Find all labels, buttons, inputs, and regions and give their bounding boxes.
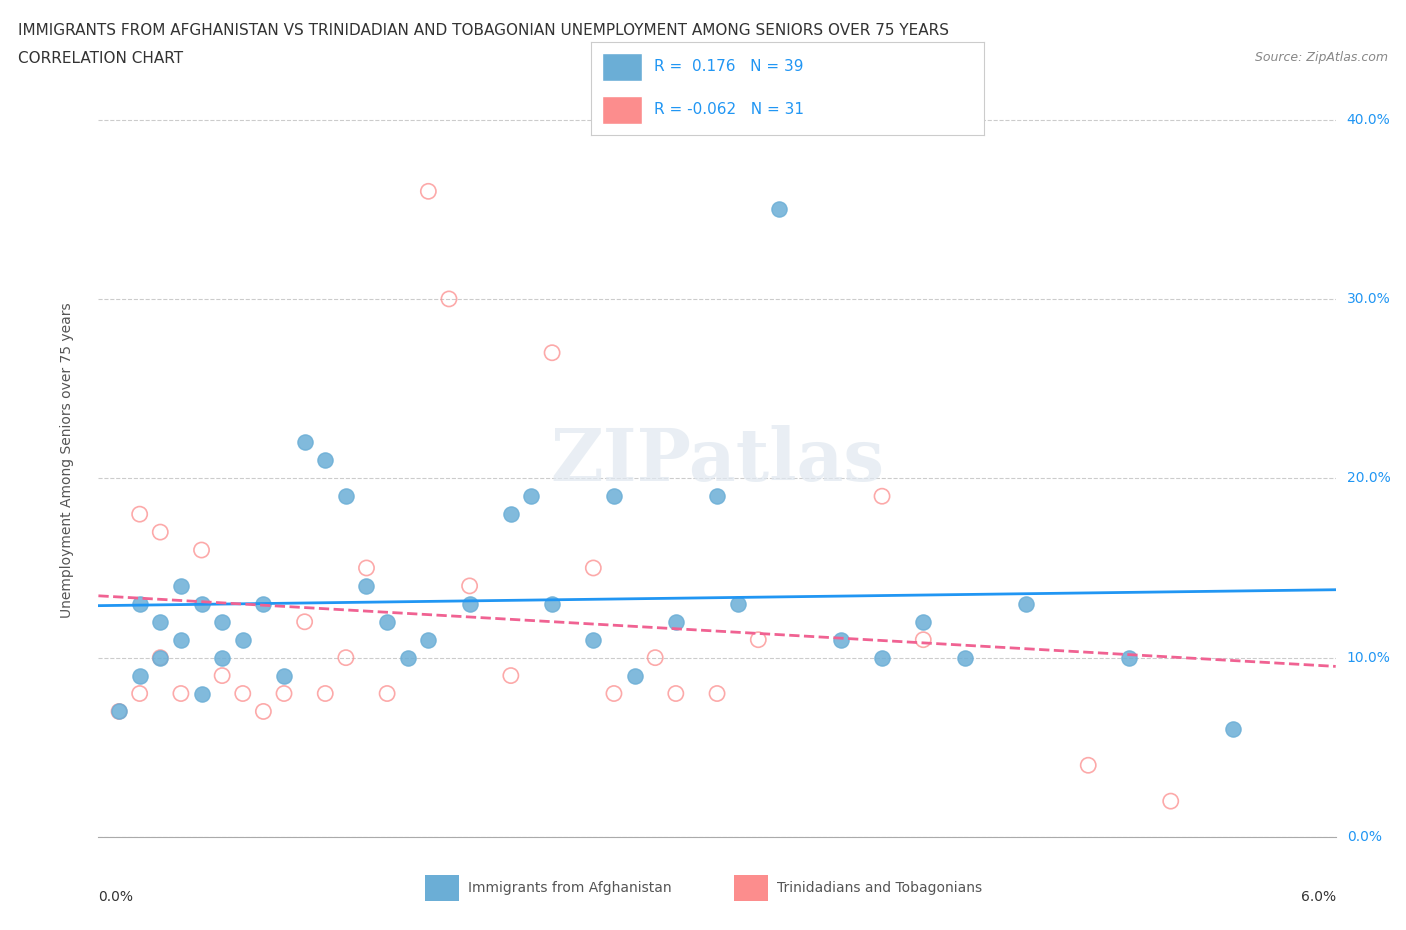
Bar [602,96,641,124]
Point [870,489,893,504]
Text: 40.0%: 40.0% [1347,113,1391,126]
Text: R =  0.176   N = 39: R = 0.176 N = 39 [654,60,803,74]
Point [727,596,749,611]
Text: R = -0.062   N = 31: R = -0.062 N = 31 [654,102,803,117]
Point [437,291,460,306]
Point [252,704,274,719]
Point [953,650,976,665]
Point [912,615,935,630]
Point [706,686,728,701]
Text: 20.0%: 20.0% [1347,472,1391,485]
Point [768,202,790,217]
Point [128,596,150,611]
Point [273,668,295,683]
Text: Source: ZipAtlas.com: Source: ZipAtlas.com [1254,51,1388,64]
Point [582,632,605,647]
Point [190,596,212,611]
Point [520,489,543,504]
Point [644,650,666,665]
Point [232,686,254,701]
Text: 0.0%: 0.0% [1347,830,1382,844]
Text: 6.0%: 6.0% [1301,890,1336,904]
Point [128,507,150,522]
Point [149,525,172,539]
Text: 10.0%: 10.0% [1347,651,1391,665]
Point [396,650,419,665]
Point [108,704,131,719]
Text: 30.0%: 30.0% [1347,292,1391,306]
Text: Trinidadians and Tobagonians: Trinidadians and Tobagonians [778,881,983,896]
Text: CORRELATION CHART: CORRELATION CHART [18,51,183,66]
Point [128,668,150,683]
Point [706,489,728,504]
Bar [734,875,768,901]
Point [190,686,212,701]
Point [541,596,564,611]
Point [356,578,378,593]
Point [170,578,193,593]
Bar [425,875,458,901]
Point [458,596,481,611]
Point [211,650,233,665]
Point [375,686,398,701]
Point [335,489,357,504]
Point [870,650,893,665]
Text: ZIPatlas: ZIPatlas [550,425,884,496]
Point [582,561,605,576]
Point [149,650,172,665]
Y-axis label: Unemployment Among Seniors over 75 years: Unemployment Among Seniors over 75 years [60,302,75,618]
Point [1118,650,1140,665]
Point [1015,596,1038,611]
Point [149,615,172,630]
Point [335,650,357,665]
Point [1160,793,1182,808]
Text: 0.0%: 0.0% [98,890,134,904]
Point [108,704,131,719]
Point [830,632,852,647]
Bar [602,53,641,81]
Text: Immigrants from Afghanistan: Immigrants from Afghanistan [468,881,672,896]
Point [294,435,316,450]
Point [665,686,688,701]
Point [499,668,522,683]
Point [294,615,316,630]
Point [499,507,522,522]
Point [314,453,336,468]
Point [211,615,233,630]
Point [623,668,645,683]
Point [170,632,193,647]
Point [541,345,564,360]
Point [1077,758,1099,773]
Point [665,615,688,630]
Point [356,561,378,576]
Point [170,686,193,701]
Point [314,686,336,701]
Point [232,632,254,647]
Point [128,686,150,701]
Point [603,489,626,504]
Point [418,184,440,199]
Point [252,596,274,611]
Point [211,668,233,683]
Text: IMMIGRANTS FROM AFGHANISTAN VS TRINIDADIAN AND TOBAGONIAN UNEMPLOYMENT AMONG SEN: IMMIGRANTS FROM AFGHANISTAN VS TRINIDADI… [18,23,949,38]
Point [1222,722,1244,737]
Point [747,632,769,647]
Point [603,686,626,701]
Point [273,686,295,701]
Point [190,542,212,557]
Point [912,632,935,647]
Point [149,650,172,665]
Point [418,632,440,647]
Point [375,615,398,630]
Point [458,578,481,593]
